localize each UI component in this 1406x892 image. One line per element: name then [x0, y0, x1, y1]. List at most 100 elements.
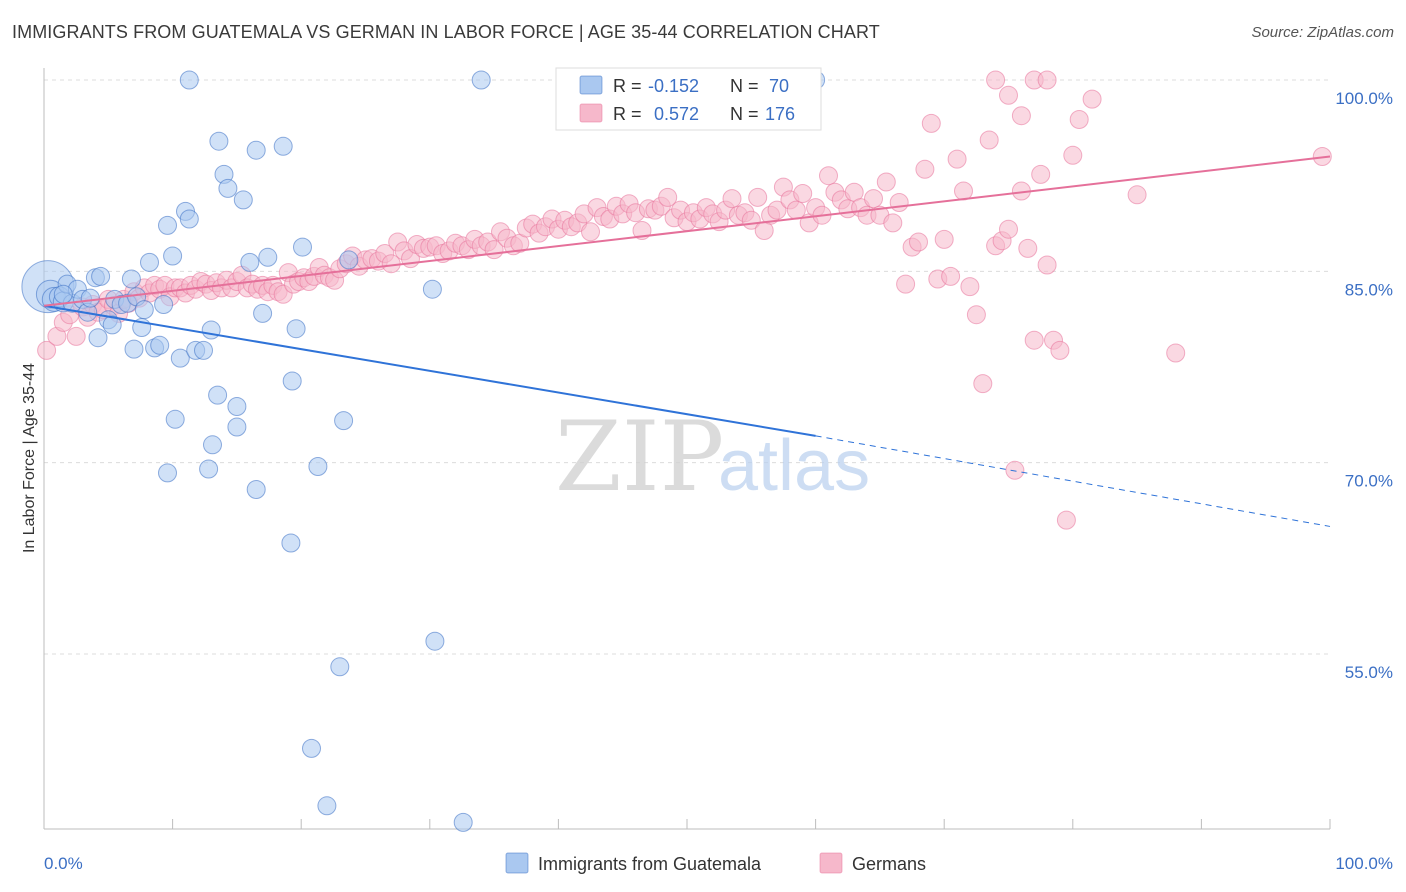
germans-point: [581, 222, 600, 242]
germans-point: [954, 181, 973, 201]
guatemala-point: [453, 812, 473, 832]
germans-point: [1050, 340, 1070, 360]
tick-labels: 100.0% 85.0% 70.0% 55.0% 0.0% 100.0%: [44, 89, 1393, 873]
guatemala-point: [179, 209, 199, 229]
guatemala-point: [339, 250, 359, 270]
germans-point: [876, 172, 896, 192]
germans-point: [1069, 110, 1089, 129]
guatemala-point: [218, 178, 238, 198]
guatemala-point: [102, 315, 122, 335]
germans-point: [1127, 185, 1147, 205]
germans-point: [1037, 255, 1057, 275]
guatemala-point: [422, 279, 442, 299]
guatemala-point: [194, 340, 213, 360]
guatemala-point: [209, 131, 229, 151]
guatemala-point: [273, 136, 293, 156]
y-tick-label: 55.0%: [1345, 663, 1393, 682]
guatemala-point: [158, 463, 177, 483]
guatemala-point: [227, 417, 247, 437]
germans-point: [941, 266, 961, 286]
guatemala-point: [201, 320, 221, 340]
guatemala-point: [334, 411, 354, 431]
germans-point: [947, 149, 967, 169]
guatemala-point: [179, 70, 199, 90]
bottom-legend-swatch-blue: [505, 852, 529, 874]
legend-r-label-2: R =: [613, 104, 642, 124]
legend-r-value-2: 0.572: [654, 104, 699, 124]
guatemala-point: [170, 348, 190, 368]
bottom-legend-label-guatemala: Immigrants from Guatemala: [538, 854, 762, 874]
guatemala-point: [317, 796, 337, 816]
guatemala-point: [124, 339, 144, 359]
guatemala-point: [471, 70, 491, 90]
legend-r-label-1: R =: [613, 76, 642, 96]
germans-point: [1166, 343, 1186, 363]
germans-point: [658, 187, 678, 207]
germans-point: [999, 85, 1018, 105]
guatemala-trend-extension: [815, 435, 1331, 527]
guatemala-point: [258, 247, 278, 267]
guatemala-point: [165, 409, 185, 429]
legend-n-value-1: 70: [769, 76, 789, 96]
y-axis-label: In Labor Force | Age 35-44: [21, 363, 38, 553]
bottom-legend: Immigrants from Guatemala Germans: [505, 852, 926, 874]
guatemala-points: [21, 70, 826, 832]
germans-point: [1005, 460, 1025, 480]
germans-point: [999, 219, 1018, 239]
guatemala-point: [121, 269, 141, 289]
germans-point: [934, 229, 954, 249]
guatemala-point: [134, 300, 154, 320]
x-tick-label-end: 100.0%: [1335, 854, 1393, 873]
guatemala-point: [302, 738, 321, 758]
germans-point: [1031, 164, 1051, 184]
guatemala-point: [246, 140, 266, 160]
germans-point: [1082, 89, 1102, 109]
guatemala-point: [282, 371, 302, 391]
guatemala-point: [308, 457, 328, 476]
chart-source: Source: ZipAtlas.com: [1251, 24, 1394, 41]
guatemala-trend-line: [43, 304, 816, 437]
guatemala-point: [293, 237, 312, 257]
guatemala-point: [203, 435, 222, 455]
guatemala-point: [208, 385, 228, 405]
germans-point: [966, 305, 986, 325]
guatemala-point: [163, 246, 183, 266]
germans-point: [915, 159, 935, 179]
guatemala-point: [281, 533, 301, 553]
legend-n-label-1: N =: [730, 76, 759, 96]
watermark-zip: ZIP: [555, 401, 724, 513]
chart-title: IMMIGRANTS FROM GUATEMALA VS GERMAN IN L…: [12, 22, 880, 42]
germans-point: [66, 326, 86, 346]
germans-point: [1018, 238, 1038, 258]
germans-point: [986, 70, 1006, 90]
guatemala-point: [199, 459, 219, 479]
axes: [43, 68, 1331, 830]
germans-point: [37, 340, 57, 360]
germans-point: [793, 184, 813, 203]
germans-point: [1011, 106, 1031, 126]
y-tick-label: 85.0%: [1345, 280, 1393, 299]
guatemala-point: [246, 480, 266, 499]
germans-point: [883, 213, 903, 233]
germans-point: [819, 166, 838, 186]
germans-point: [909, 232, 928, 252]
bottom-legend-label-germans: Germans: [852, 854, 926, 874]
germans-point: [960, 277, 980, 297]
germans-point: [979, 130, 999, 150]
y-tick-label: 70.0%: [1345, 472, 1393, 491]
guatemala-point: [150, 335, 170, 355]
legend-box: R = -0.152 N = 70 R = 0.572 N = 176: [555, 67, 822, 131]
legend-swatch-pink: [579, 103, 603, 123]
grid-lines: [44, 79, 1330, 655]
legend-swatch-blue: [579, 75, 603, 95]
guatemala-point: [154, 295, 174, 314]
watermark-atlas: atlas: [718, 426, 870, 506]
germans-trend-line: [43, 155, 1331, 307]
guatemala-point: [91, 266, 111, 286]
germans-point: [1056, 510, 1076, 530]
germans-point: [896, 274, 916, 294]
legend-n-value-2: 176: [765, 104, 795, 124]
guatemala-point: [425, 631, 445, 651]
germans-point: [973, 374, 993, 394]
